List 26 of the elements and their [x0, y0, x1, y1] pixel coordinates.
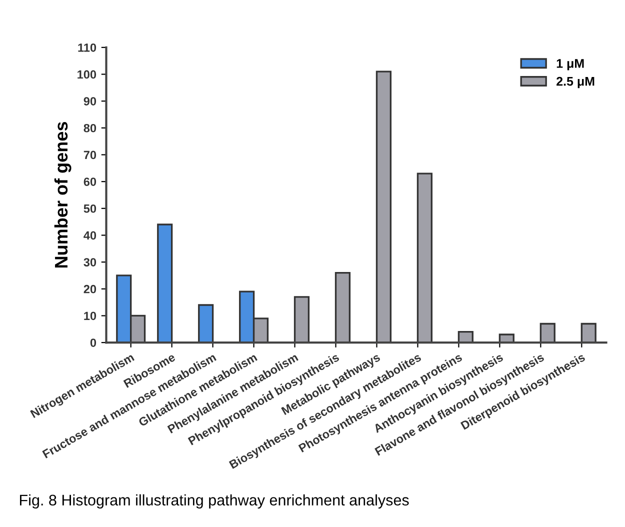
y-tick-label: 40	[84, 231, 96, 240]
legend-label: 1 μM	[556, 59, 584, 70]
bar	[376, 70, 392, 343]
legend-label: 2.5 μM	[556, 76, 594, 88]
y-tick-label: 110	[78, 43, 96, 52]
bar	[416, 172, 432, 343]
y-tick-label: 70	[84, 150, 96, 160]
caption: Fig. 8 Histogram illustrating pathway enrichment analyses	[20, 494, 409, 509]
y-axis-title: Number of genes	[54, 122, 72, 268]
y-tick-label: 30	[84, 258, 96, 266]
bar	[157, 224, 173, 343]
y-tick-label: 10	[84, 312, 96, 320]
y-tick-label: 50	[84, 204, 96, 213]
bar	[580, 322, 596, 343]
bar	[294, 296, 310, 343]
y-tick-label: 90	[84, 97, 96, 106]
y-tick-label: 80	[84, 124, 96, 132]
y-tick-label: 60	[84, 178, 96, 186]
bar	[458, 330, 474, 343]
y-tick-label: 0	[90, 338, 96, 347]
bar	[198, 304, 214, 343]
bar	[334, 272, 351, 343]
bar	[540, 322, 556, 343]
y-tick-label: 20	[84, 284, 96, 294]
y-tick-label: 100	[78, 70, 96, 79]
bar	[498, 334, 514, 343]
